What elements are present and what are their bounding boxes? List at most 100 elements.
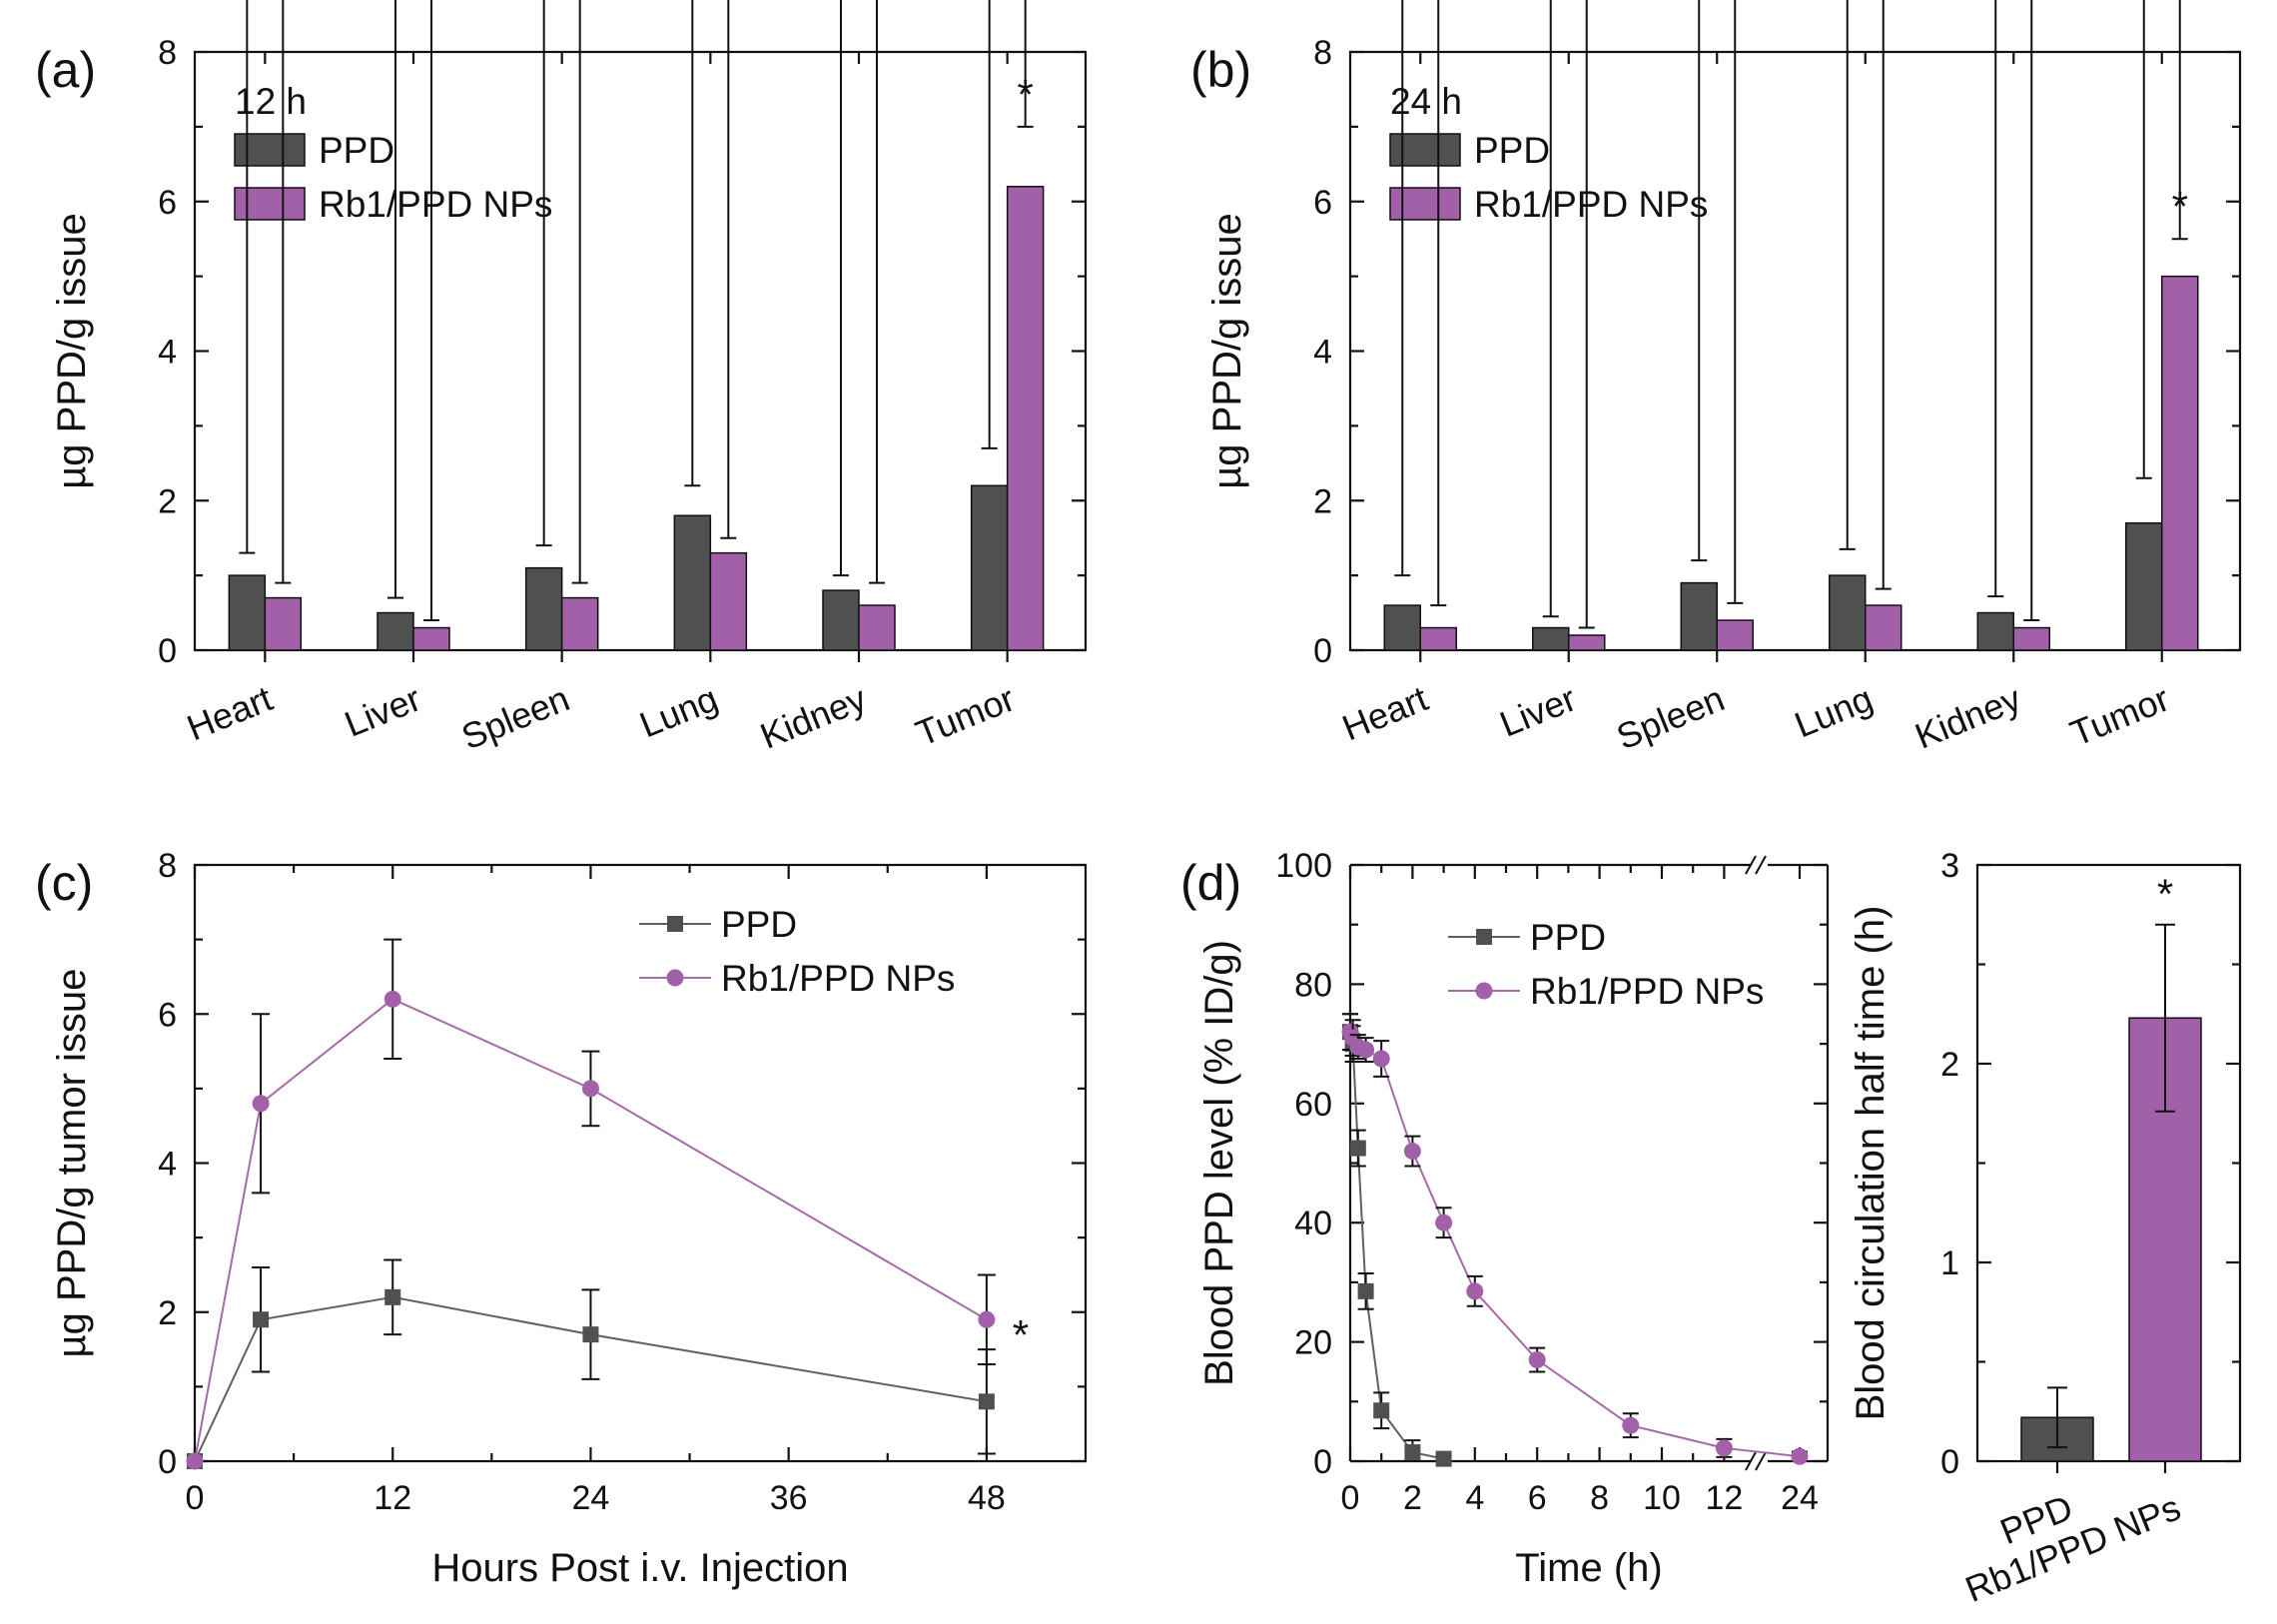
bar-ppd-lung (1829, 574, 1867, 651)
category-label: Rb1/PPD NPs (1959, 1486, 2186, 1609)
y-tick-label: 8 (1313, 34, 1332, 72)
bar-np-spleen (1716, 619, 1754, 651)
y-tick-label: 4 (158, 1146, 177, 1184)
bar-np-kidney (2012, 626, 2050, 651)
x-tick-label: 6 (1528, 1479, 1547, 1517)
y-tick-label: 20 (1294, 1324, 1332, 1362)
y-axis-label: µg PPD/g issue (50, 213, 94, 489)
data-point-ppd (978, 1393, 995, 1410)
category-label: Lung (634, 677, 724, 745)
time-label: 12 h (235, 81, 307, 122)
panel-label: (d) (1180, 855, 1241, 911)
legend-label-ppd: PPD (721, 904, 797, 945)
category-label: Spleen (1611, 677, 1730, 757)
y-tick-label: 2 (1940, 1046, 1959, 1084)
y-tick-label: 60 (1294, 1086, 1332, 1124)
data-point-ppd (253, 1311, 270, 1328)
y-axis-label: Blood PPD level (% ID/g) (1197, 940, 1241, 1386)
panel-label: (c) (35, 855, 93, 911)
y-tick-label: 6 (158, 996, 177, 1034)
y-tick-label: 4 (1313, 334, 1332, 372)
y-tick-label: 2 (158, 1294, 177, 1332)
significance-star: * (2157, 871, 2173, 918)
bar-np-heart (264, 596, 303, 651)
legend-label-ppd: PPD (1530, 917, 1606, 958)
y-tick-label: 4 (158, 334, 177, 372)
time-label: 24 h (1390, 81, 1462, 122)
x-tick-label: 2 (1403, 1479, 1422, 1517)
bar-ppd-heart (1383, 604, 1421, 651)
x-axis-label: Time (h) (1515, 1546, 1662, 1590)
x-tick-label: 4 (1465, 1479, 1484, 1517)
bar-ppd-kidney (822, 589, 860, 651)
y-tick-label: 2 (1313, 482, 1332, 520)
data-point-np (186, 1452, 204, 1470)
data-point-ppd (1349, 1140, 1366, 1157)
data-point-np (581, 1080, 599, 1098)
series-line-ppd (1349, 1031, 1444, 1460)
legend-label-ppd: PPD (1474, 130, 1550, 171)
category-label: Kidney (755, 677, 872, 756)
legend-label-ppd: PPD (319, 130, 394, 171)
bar-ppd-lung (673, 514, 712, 651)
x-tick-label: 24 (572, 1479, 610, 1517)
data-point-ppd (1435, 1450, 1452, 1467)
legend-swatch-np (1389, 187, 1461, 221)
data-point-np (1622, 1416, 1640, 1434)
bar-np-spleen (560, 596, 599, 651)
category-label: Liver (339, 677, 426, 744)
bar-np-lung (1865, 604, 1902, 651)
y-tick-label: 40 (1294, 1205, 1332, 1242)
category-label: Heart (181, 677, 278, 748)
y-tick-label: 100 (1275, 847, 1332, 885)
legend-swatch-np (234, 187, 306, 221)
x-axis-label: Hours Post i.v. Injection (431, 1546, 848, 1590)
category-label: Tumor (2064, 677, 2175, 753)
data-point-ppd (1357, 1282, 1374, 1299)
y-tick-label: 0 (1313, 1443, 1332, 1481)
y-axis-label: µg PPD/g tumor issue (50, 969, 94, 1358)
y-axis-label: µg PPD/g issue (1205, 213, 1249, 489)
data-point-np (383, 990, 401, 1008)
category-label: Tumor (910, 677, 1021, 753)
legend-label-np: Rb1/PPD NPs (1530, 971, 1764, 1012)
significance-star: * (2172, 183, 2188, 230)
data-point-ppd (384, 1288, 401, 1305)
panel-b: (b) 0 2 4 6 8 µg PPD/g issue 24 h PPD Rb1/PPD NPs… (1190, 0, 2242, 757)
x-tick-label: 24 (1781, 1479, 1819, 1517)
category-label: Liver (1494, 677, 1582, 744)
data-point-np (1357, 1041, 1375, 1059)
data-point-np (978, 1310, 996, 1328)
category-label: Lung (1789, 677, 1879, 745)
legend-swatch-ppd (1389, 133, 1461, 167)
axis-break-mark (1745, 855, 1757, 875)
x-tick-label: 48 (968, 1479, 1006, 1517)
data-point-np (1466, 1282, 1484, 1300)
x-tick-label: 10 (1643, 1479, 1681, 1517)
legend-label-np: Rb1/PPD NPs (319, 184, 552, 225)
bar-ppd-liver (1532, 626, 1570, 651)
y-tick-label: 3 (1940, 847, 1959, 885)
series-line-np (1349, 1031, 1801, 1458)
y-tick-label: 1 (1940, 1244, 1959, 1282)
bar-np-lung (709, 551, 748, 651)
data-point-np (1372, 1050, 1390, 1068)
x-tick-label: 0 (1341, 1479, 1360, 1517)
significance-star: * (1013, 1311, 1029, 1358)
legend-label-np: Rb1/PPD NPs (721, 958, 955, 999)
y-tick-label: 8 (158, 34, 177, 72)
panel-a: (a) 0 2 4 6 8 µg PPD/g issue 12 h PPD Rb1/PPD NPs… (35, 0, 1088, 757)
y-tick-label: 2 (158, 482, 177, 520)
data-point-np (1528, 1351, 1546, 1369)
bar-ppd-liver (377, 611, 414, 651)
panel-label: (b) (1190, 42, 1251, 98)
data-point-np (1715, 1439, 1733, 1457)
data-point-np (252, 1095, 270, 1113)
legend-label-np: Rb1/PPD NPs (1474, 184, 1708, 225)
bar-np-liver (412, 626, 450, 651)
legend-marker-np (1475, 982, 1493, 1000)
bar-ppd-kidney (1976, 611, 2014, 651)
